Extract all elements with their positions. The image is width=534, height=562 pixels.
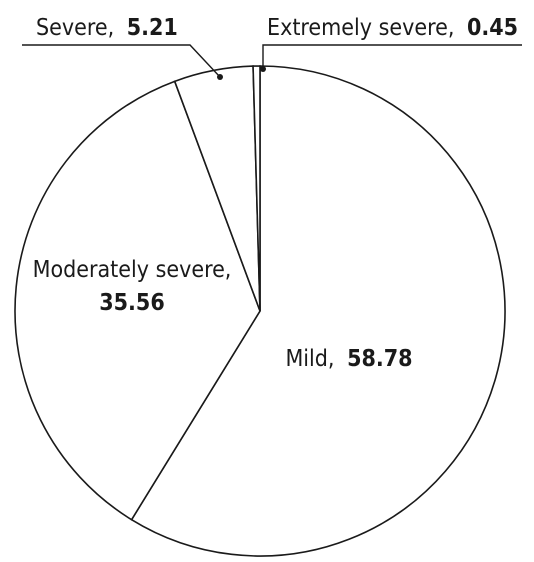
- label-extremely-severe: Extremely severe, 0.45: [267, 15, 518, 41]
- label-mild-name: Mild,: [285, 346, 334, 372]
- label-extremely-severe-name: Extremely severe,: [267, 15, 454, 41]
- label-severe-name: Severe,: [36, 15, 114, 41]
- pie-slice-mild: [130, 65, 506, 557]
- leader-lines: [22, 44, 522, 80]
- pie-slices: [14, 65, 506, 557]
- leader-dot-severe: [217, 74, 223, 80]
- leader-dot-extremely-severe: [260, 66, 266, 72]
- label-severe: Severe, 5.21: [36, 15, 178, 41]
- pie-slice-moderately-severe: [14, 80, 261, 521]
- pie-slice-extremely-severe: [252, 65, 261, 312]
- leader-line-severe: [22, 44, 221, 78]
- label-severe-value: 5.21: [127, 15, 178, 41]
- slice-labels: Severe, 5.21 Extremely severe, 0.45 Mode…: [33, 15, 518, 372]
- label-extremely-severe-value: 0.45: [467, 15, 518, 41]
- label-moderately-severe-name: Moderately severe,: [33, 257, 232, 283]
- label-mild: Mild, 58.78: [285, 346, 412, 372]
- leader-line-extremely-severe: [262, 44, 522, 69]
- label-moderately-severe-value: 35.56: [99, 290, 164, 316]
- label-mild-value: 58.78: [347, 346, 412, 372]
